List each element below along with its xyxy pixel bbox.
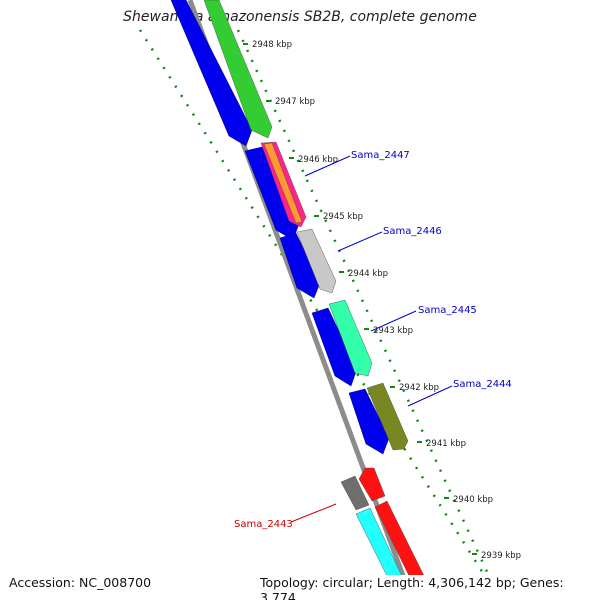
- gene-label-sama-2445[interactable]: Sama_2445: [418, 305, 477, 316]
- cog-track: [203, 0, 437, 600]
- cog-feature-teal: [328, 299, 373, 377]
- label-leader-line: [304, 155, 351, 177]
- tick-label: 2941 kbp: [426, 439, 466, 449]
- cog-feature-olive: [366, 382, 409, 451]
- gene-label-sama-2447[interactable]: Sama_2447: [351, 150, 410, 161]
- cog-feature-silver: [296, 228, 337, 294]
- cds-feature: [244, 146, 300, 241]
- genome-summary-text: Topology: circular; Length: 4,306,142 bp…: [260, 575, 600, 600]
- cog-feature-green: [203, 0, 273, 139]
- tick-label: 2945 kbp: [323, 212, 363, 222]
- tick-label: 2944 kbp: [348, 269, 388, 279]
- inner-dashed-ring: [138, 29, 502, 600]
- tick-label: 2943 kbp: [373, 326, 413, 336]
- label-leader-line: [337, 231, 383, 252]
- tick-label: 2942 kbp: [399, 383, 439, 393]
- cds-feature: [170, 0, 253, 147]
- cds-feature: [311, 307, 358, 387]
- gene-label-sama-2443[interactable]: Sama_2443: [234, 519, 293, 530]
- tick-label: 2940 kbp: [453, 495, 493, 505]
- gene-label-sama-2444[interactable]: Sama_2444: [453, 379, 512, 390]
- tick-label: 2939 kbp: [481, 551, 521, 561]
- cds-feature: [279, 232, 321, 299]
- gene-label-group: Sama_2447 Sama_2446 Sama_2445 Sama_2444 …: [234, 150, 512, 530]
- cds-track: [170, 0, 390, 455]
- cds-feature: [348, 388, 390, 455]
- tick-group: 2948 kbp 2947 kbp 2946 kbp 2945 kbp 2944…: [243, 40, 521, 561]
- cog-feature-orange: [263, 142, 303, 224]
- tick-label: 2948 kbp: [252, 40, 292, 50]
- label-leader-line: [290, 503, 337, 523]
- cog-feature-red-short: [358, 467, 386, 502]
- accession-text: Accession: NC_008700: [9, 575, 152, 590]
- tick-label: 2946 kbp: [298, 155, 338, 165]
- cog-feature-grey: [340, 475, 370, 511]
- label-leader-line: [407, 385, 453, 407]
- tick-label: 2947 kbp: [275, 97, 315, 107]
- label-leader-line: [370, 310, 417, 332]
- gene-label-sama-2446[interactable]: Sama_2446: [383, 226, 442, 237]
